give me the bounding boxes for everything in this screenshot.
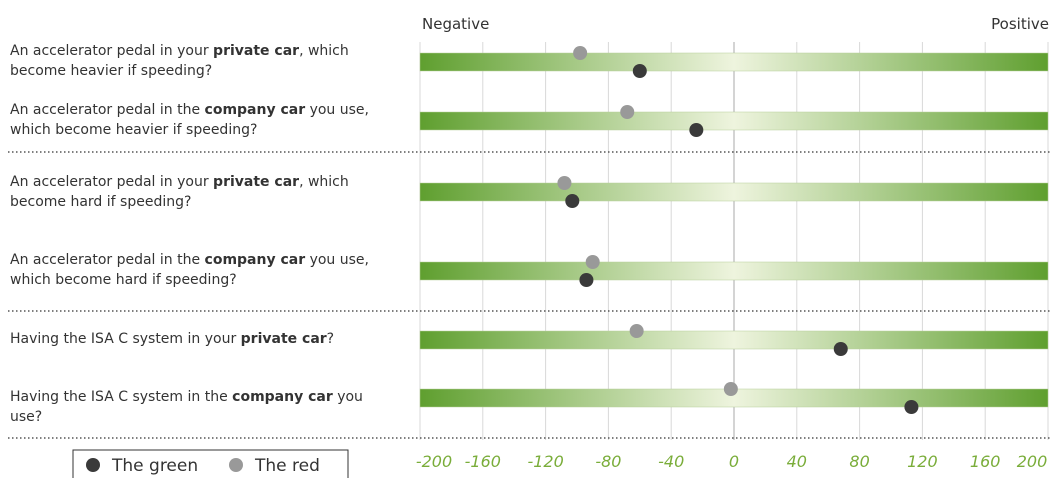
category-part: you use?	[10, 389, 363, 425]
category-part: Having the ISA C system in the	[10, 389, 233, 405]
category-part: you use, which become heavier if speedin…	[10, 102, 369, 138]
category-part: , which become heavier if speeding?	[10, 43, 349, 79]
category-label: An accelerator pedal in your private car…	[10, 41, 390, 81]
category-part: An accelerator pedal in your	[10, 43, 214, 59]
legend-dot	[86, 458, 100, 472]
bar-track	[419, 261, 1049, 281]
positive-label: Positive	[991, 15, 1049, 33]
category-part: , which become hard if speeding?	[10, 174, 349, 210]
category-part: An accelerator pedal in the	[10, 252, 205, 268]
dot	[573, 46, 588, 60]
dot	[833, 342, 848, 356]
x-tick-label: 80	[849, 452, 869, 471]
x-tick-label: -80	[595, 452, 621, 471]
bar-track	[419, 182, 1049, 202]
dot	[620, 105, 635, 119]
dot	[632, 64, 647, 78]
bar-track	[419, 111, 1049, 131]
dot	[689, 123, 704, 137]
x-tick-label: -160	[465, 452, 501, 471]
category-label: An accelerator pedal in the company car …	[10, 250, 390, 290]
legend-dot	[229, 458, 243, 472]
category-part: ?	[326, 331, 335, 347]
x-tick-label: 160	[970, 452, 1001, 471]
category-label: Having the ISA C system in your private …	[10, 329, 390, 349]
x-tick-label: -40	[658, 452, 684, 471]
negative-label: Negative	[422, 15, 489, 33]
category-part: company car	[232, 389, 333, 405]
category-part: private car	[213, 174, 300, 190]
category-part: private car	[240, 331, 327, 347]
dot	[579, 273, 594, 287]
bar-track	[419, 330, 1049, 350]
bar-track	[419, 52, 1049, 72]
dot	[629, 324, 644, 338]
x-tick-label: -120	[527, 452, 563, 471]
x-tick-label: -200	[416, 452, 452, 471]
dot	[723, 382, 738, 396]
category-label: Having the ISA C system in the company c…	[10, 387, 390, 427]
x-tick-label: 200	[1017, 452, 1048, 471]
category-part: private car	[213, 43, 300, 59]
bars	[419, 52, 1049, 408]
category-label: An accelerator pedal in the company car …	[10, 100, 390, 140]
x-tick-label: 40	[787, 452, 807, 471]
category-part: An accelerator pedal in your	[10, 174, 214, 190]
legend-box	[72, 449, 349, 478]
legend-label: The red	[254, 456, 320, 476]
x-tick-label: 0	[729, 452, 739, 471]
category-label: An accelerator pedal in your private car…	[10, 172, 390, 212]
dot	[557, 176, 572, 190]
x-tick-label: 120	[907, 452, 938, 471]
dot	[904, 400, 919, 414]
dot	[585, 255, 600, 269]
dot	[565, 194, 580, 208]
category-part: Having the ISA C system in your	[10, 331, 241, 347]
category-part: An accelerator pedal in the	[10, 102, 205, 118]
legend-label: The green	[111, 456, 198, 476]
grid	[419, 42, 1049, 440]
category-part: company car	[204, 102, 306, 118]
category-part: company car	[204, 252, 306, 268]
category-part: you use, which become hard if speeding?	[10, 252, 369, 288]
